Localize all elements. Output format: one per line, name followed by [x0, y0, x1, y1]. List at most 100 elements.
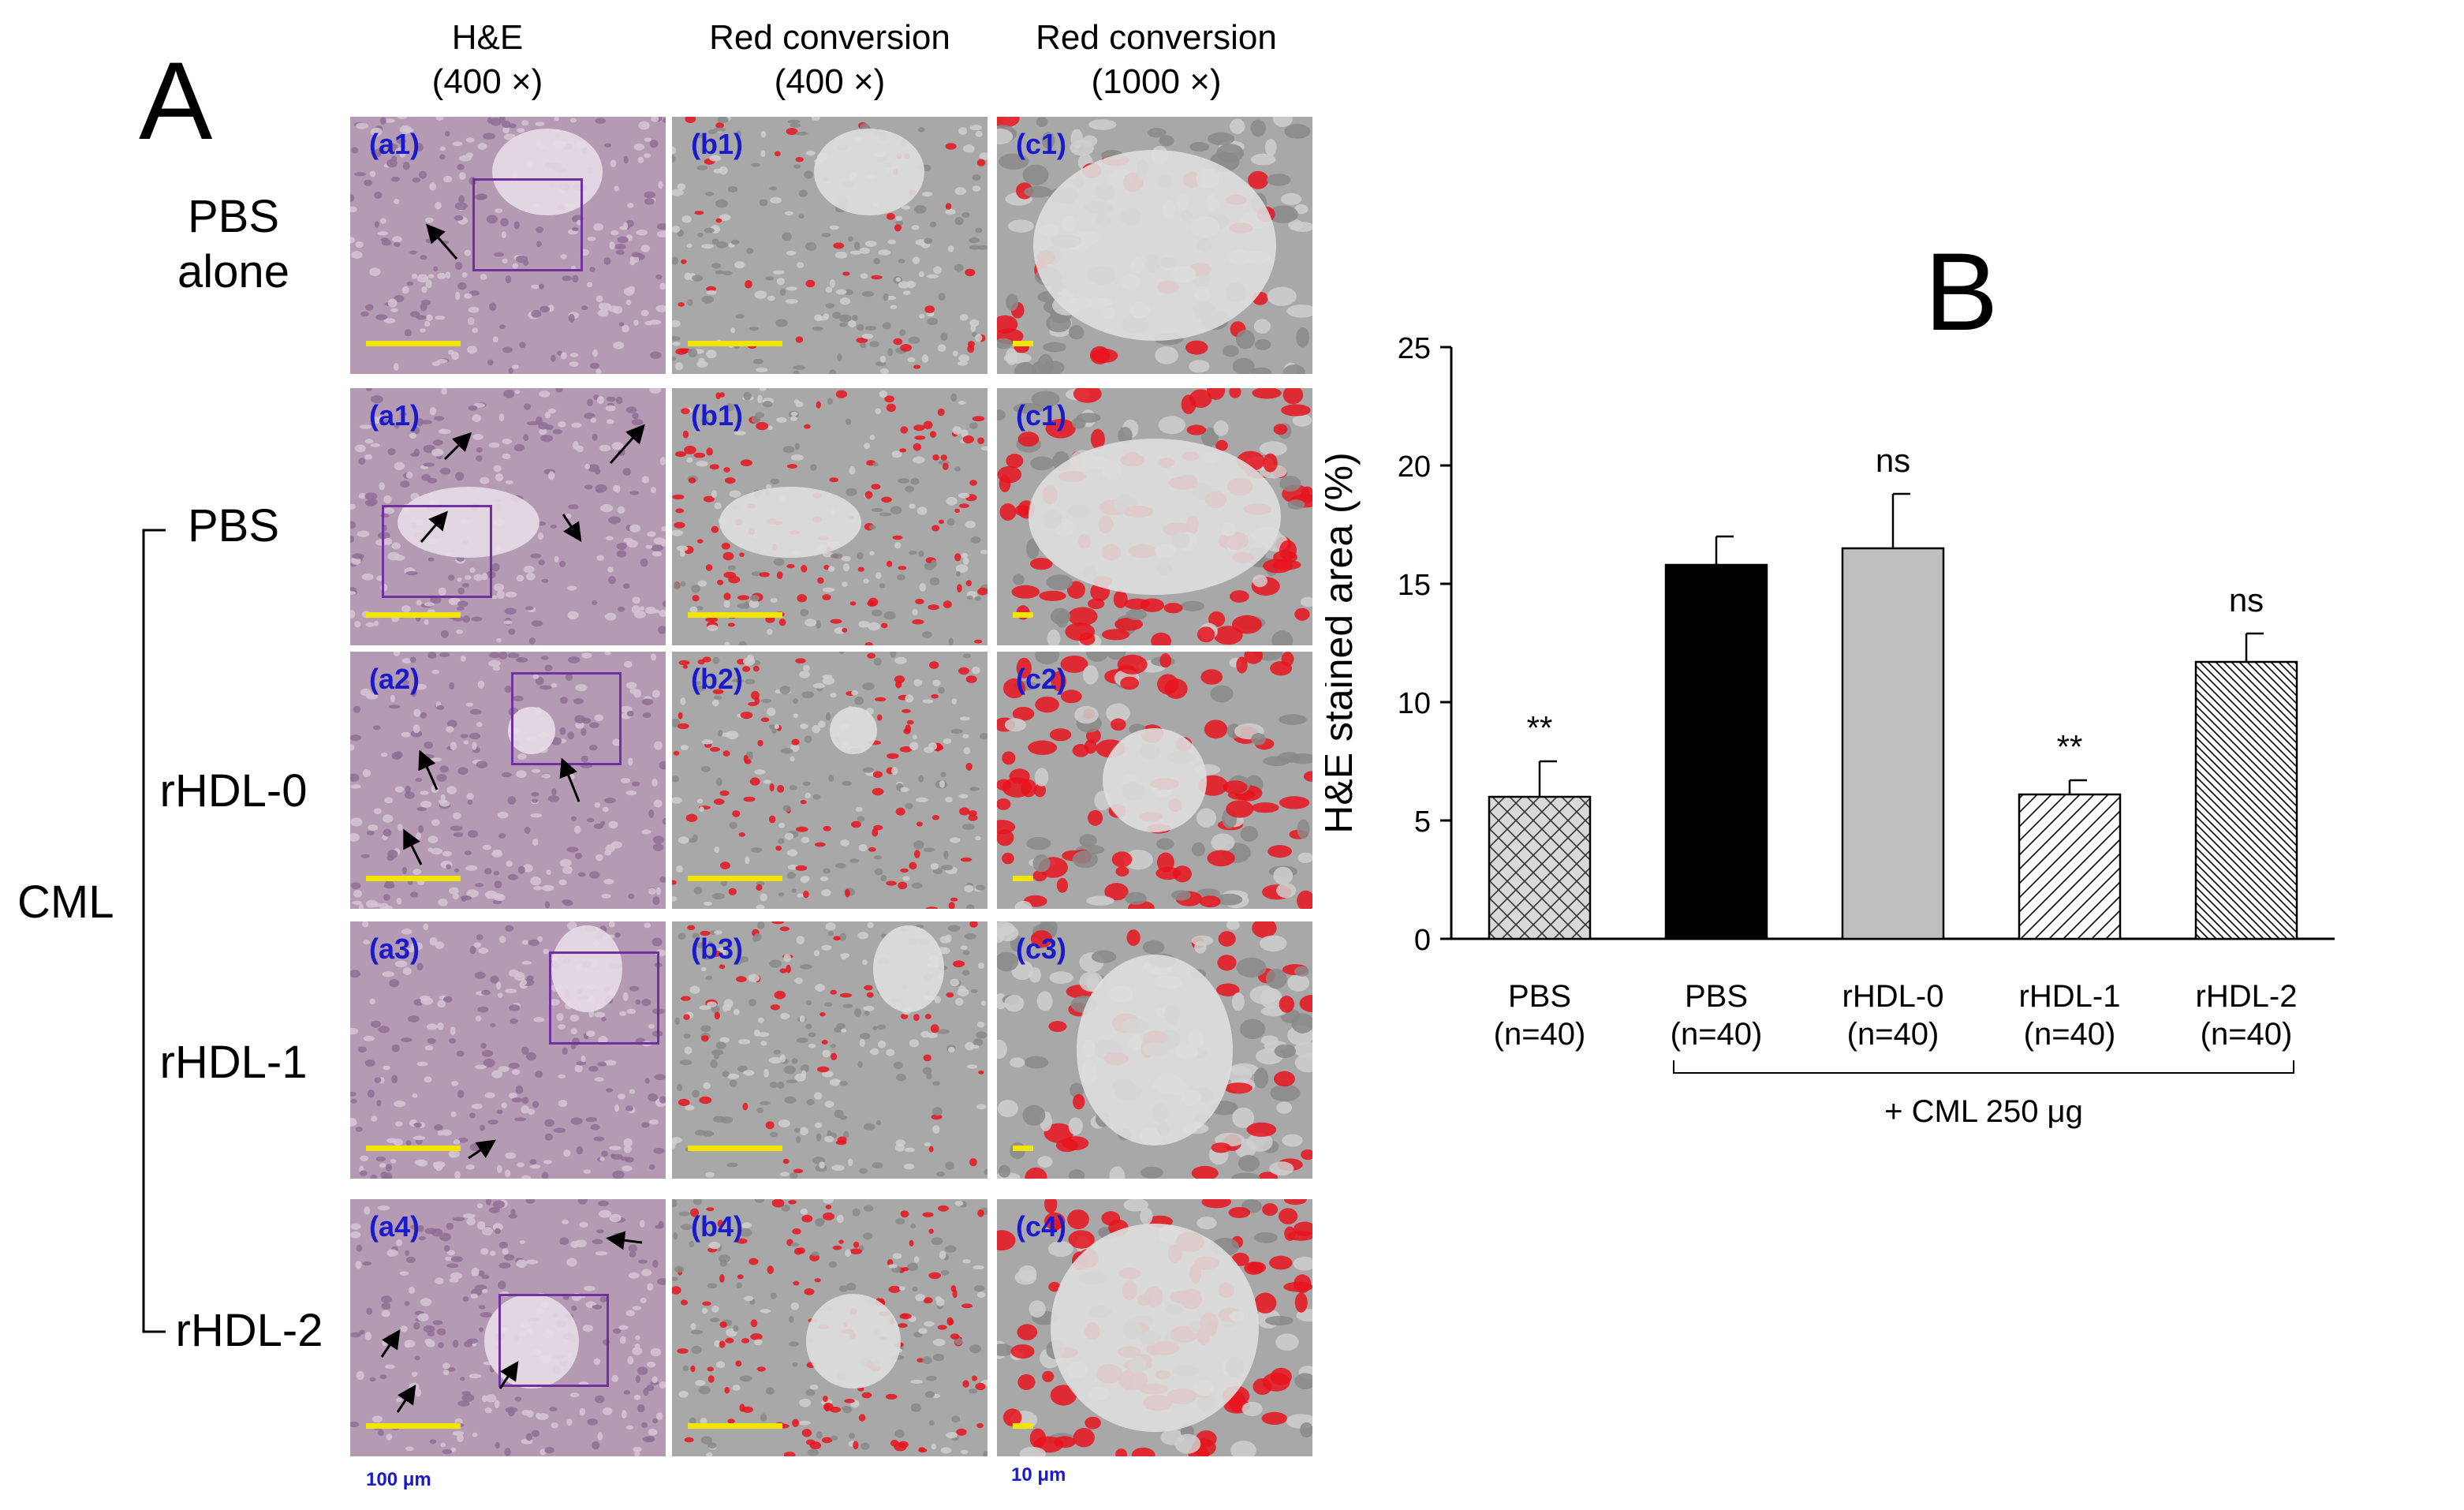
arrow [396, 1385, 416, 1413]
arrow [498, 1361, 519, 1389]
y-tick-label: 25 [1398, 332, 1431, 365]
scale-bar [688, 341, 782, 346]
scale-bar [1013, 876, 1033, 881]
x-category-n: (n=40) [1494, 1017, 1586, 1052]
arrow [606, 1231, 643, 1250]
arrow [380, 1329, 401, 1358]
column-title: Red conversion [1036, 18, 1277, 57]
significance-label: ns [1876, 442, 1910, 479]
column-subtitle: (400 ×) [431, 62, 543, 101]
region-box [549, 951, 659, 1045]
x-category-label: rHDL-2 [2196, 979, 2298, 1014]
column-title: Red conversion [709, 18, 950, 57]
x-category-n: (n=40) [1847, 1017, 1939, 1052]
tile-label: (b1) [691, 128, 743, 160]
x-category-label: PBS [1508, 979, 1571, 1014]
group-bracket-label: + CML 250 μg [1884, 1094, 2083, 1129]
scale-bar [366, 1423, 461, 1429]
tissue-image [350, 652, 666, 909]
arrow [420, 510, 448, 543]
tissue-image [997, 1199, 1312, 1456]
tissue-image [997, 117, 1312, 374]
tile-label: (b3) [691, 933, 743, 965]
arrow [468, 1139, 496, 1160]
column-title: H&E [451, 18, 524, 57]
scale-bar [1013, 1146, 1033, 1151]
arrow-marks [403, 749, 581, 865]
scale-bar [366, 1146, 461, 1151]
scale-bar [688, 876, 782, 881]
histology-tile: (c2) [997, 652, 1312, 909]
histology-tile: (b1) [672, 388, 987, 645]
significance-label: ** [1527, 709, 1553, 746]
scale-bar [1013, 341, 1033, 346]
bar [2194, 660, 2298, 940]
scale-bar [688, 1146, 782, 1151]
y-tick-label: 5 [1414, 805, 1431, 839]
tile-label: (a4) [369, 1210, 420, 1243]
y-tick-label: 15 [1398, 569, 1431, 602]
row-label-line: alone [177, 246, 289, 297]
tile-label: (b4) [691, 1210, 743, 1243]
histology-tile: (c1) [997, 117, 1312, 374]
group-bracket [1673, 1060, 2294, 1074]
y-axis-label: H&E stained area (%) [1325, 452, 1361, 834]
arrow-marks [468, 1139, 496, 1160]
arrow [562, 514, 582, 542]
arrow [609, 424, 645, 464]
tissue-image [672, 388, 987, 645]
x-category-n: (n=40) [1671, 1017, 1763, 1052]
row-label-line: rHDL-2 [175, 1305, 323, 1356]
y-tick-label: 20 [1398, 450, 1431, 484]
significance-label: ns [2229, 581, 2264, 619]
arrow-marks [426, 223, 458, 260]
arrow [559, 757, 581, 802]
row-label-line: rHDL-0 [159, 765, 308, 817]
tissue-image [997, 921, 1312, 1179]
tile-label: (a2) [369, 663, 420, 695]
bar [2018, 793, 2122, 940]
scale-bar [366, 341, 461, 346]
row-label-pbs: PBS [147, 499, 320, 554]
arrow-marks [420, 424, 645, 543]
histology-tile: (b2) [672, 652, 987, 909]
tile-label: (b2) [691, 663, 743, 695]
bar [1841, 547, 1945, 940]
x-category-label: PBS [1685, 979, 1748, 1014]
histology-tile: (c4) [997, 1199, 1312, 1456]
column-header-red-400: Red conversion (400 ×) [672, 16, 987, 104]
region-box [498, 1294, 609, 1387]
tissue-image [350, 921, 666, 1179]
column-subtitle: (1000 ×) [1091, 62, 1222, 101]
bar [1488, 795, 1592, 940]
scale-bar [366, 612, 461, 618]
scale-bar [366, 876, 461, 881]
cml-group-label: CML [17, 876, 114, 928]
tissue-image [672, 1199, 987, 1456]
column-header-he: H&E (400 ×) [330, 16, 645, 104]
arrow-marks [380, 1231, 643, 1413]
arrow [403, 828, 423, 865]
y-tick-label: 10 [1398, 687, 1431, 720]
tile-label: (c1) [1016, 128, 1067, 160]
tissue-image [672, 652, 987, 909]
histology-tile: (a4) [350, 1199, 666, 1456]
significance-label: ** [2057, 728, 2083, 765]
scale-label-100um: 100 μm [366, 1469, 431, 1490]
cml-bracket [142, 529, 166, 1333]
x-category-label: rHDL-0 [1842, 979, 1944, 1014]
histology-tile: (c1) [997, 388, 1312, 645]
histology-tile: (b3) [672, 921, 987, 1179]
histology-tile: (a3) [350, 921, 666, 1179]
column-header-red-1000: Red conversion (1000 ×) [999, 16, 1314, 104]
row-label-line: PBS [187, 500, 280, 551]
arrow [418, 749, 439, 791]
panel-a-letter: A [139, 39, 213, 163]
scale-bar [1013, 1423, 1033, 1429]
row-label-rhdl2: rHDL-2 [162, 1303, 336, 1359]
x-category-n: (n=40) [2201, 1017, 2293, 1052]
tile-label: (c1) [1016, 399, 1067, 432]
histology-tile: (a1) [350, 117, 666, 374]
row-label-rhdl0: rHDL-0 [147, 764, 320, 819]
